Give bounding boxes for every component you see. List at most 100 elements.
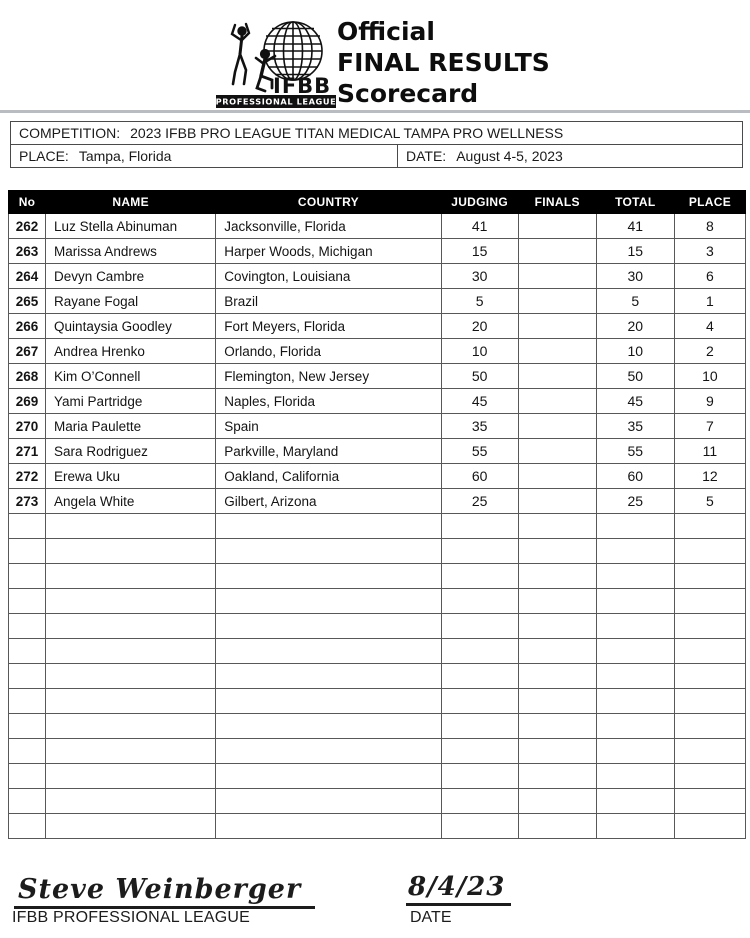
cell-name: Maria Paulette (45, 413, 217, 439)
table-row: 267 Andrea Hrenko Orlando, Florida 10 10 2 (7, 338, 747, 364)
empty-table-row (7, 538, 747, 564)
cell-name: Angela White (45, 488, 217, 514)
cell-name: Sara Rodriguez (45, 438, 217, 464)
cell-no (7, 638, 47, 664)
date-cell: DATE: August 4-5, 2023 (398, 145, 742, 167)
cell-total: 30 (595, 263, 675, 289)
cell-country (215, 588, 442, 614)
cell-country (215, 713, 442, 739)
cell-judging (440, 638, 519, 664)
col-header-name: NAME (45, 190, 217, 214)
col-header-place: PLACE (673, 190, 747, 214)
cell-total (595, 563, 675, 589)
cell-total: 60 (595, 463, 675, 489)
cell-place: 11 (673, 438, 747, 464)
empty-table-row (7, 813, 747, 839)
empty-table-row (7, 513, 747, 539)
signature-org-label: IFBB PROFESSIONAL LEAGUE (12, 909, 251, 926)
cell-judging: 30 (440, 263, 519, 289)
place-value: Tampa, Florida (78, 148, 172, 164)
cell-finals (517, 338, 597, 364)
cell-finals (517, 263, 597, 289)
table-row: 269 Yami Partridge Naples, Florida 45 45 9 (7, 388, 747, 414)
table-row: 273 Angela White Gilbert, Arizona 25 25 5 (7, 488, 747, 514)
cell-name (45, 563, 217, 589)
cell-no: 265 (7, 288, 47, 314)
cell-no: 269 (7, 388, 47, 414)
cell-country (215, 538, 442, 564)
cell-country (215, 688, 442, 714)
header-row: No NAME COUNTRY JUDGING FINALS TOTAL PLA… (7, 190, 747, 214)
cell-country (215, 738, 442, 764)
cell-finals (517, 238, 597, 264)
cell-total (595, 788, 675, 814)
cell-total (595, 688, 675, 714)
cell-no (7, 663, 47, 689)
cell-judging (440, 813, 519, 839)
cell-country: Gilbert, Arizona (215, 488, 442, 514)
cell-judging (440, 663, 519, 689)
cell-name (45, 663, 217, 689)
table-row: 272 Erewa Uku Oakland, California 60 60 12 (7, 463, 747, 489)
col-header-total: TOTAL (595, 190, 675, 214)
cell-no (7, 788, 47, 814)
signed-date-label: DATE (410, 909, 452, 926)
table-row: 265 Rayane Fogal Brazil 5 5 1 (7, 288, 747, 314)
empty-table-row (7, 638, 747, 664)
cell-place: 2 (673, 338, 747, 364)
cell-name (45, 513, 217, 539)
cell-place: 5 (673, 488, 747, 514)
table-row: 262 Luz Stella Abinuman Jacksonville, Flor… (7, 213, 747, 239)
cell-country: Flemington, New Jersey (215, 363, 442, 389)
empty-table-row (7, 588, 747, 614)
cell-judging: 15 (440, 238, 519, 264)
empty-table-row (7, 613, 747, 639)
cell-no: 266 (7, 313, 47, 339)
cell-name (45, 688, 217, 714)
cell-place (673, 563, 747, 589)
title-line-3: Scorecard (337, 79, 479, 108)
cell-no: 262 (7, 213, 47, 239)
cell-country (215, 638, 442, 664)
cell-finals (517, 713, 597, 739)
cell-place (673, 763, 747, 789)
table-row: 264 Devyn Cambre Covington, Louisiana 30 30 6 (7, 263, 747, 289)
cell-country (215, 663, 442, 689)
cell-finals (517, 513, 597, 539)
cell-name (45, 738, 217, 764)
date-value: August 4-5, 2023 (456, 148, 563, 164)
cell-total: 35 (595, 413, 675, 439)
cell-finals (517, 313, 597, 339)
empty-table-row (7, 663, 747, 689)
cell-name: Rayane Fogal (45, 288, 217, 314)
empty-table-row (7, 688, 747, 714)
cell-total: 5 (595, 288, 675, 314)
cell-place (673, 613, 747, 639)
ifbb-wordmark: IFBB (273, 74, 331, 98)
cell-judging (440, 763, 519, 789)
cell-finals (517, 463, 597, 489)
cell-finals (517, 763, 597, 789)
competition-cell: COMPETITION: 2023 IFBB PRO LEAGUE TITAN … (11, 122, 563, 144)
cell-finals (517, 438, 597, 464)
competition-label: COMPETITION: (19, 125, 121, 141)
cell-finals (517, 213, 597, 239)
cell-place: 7 (673, 413, 747, 439)
empty-table-row (7, 763, 747, 789)
results-table-body: 262 Luz Stella Abinuman Jacksonville, Flor… (7, 213, 747, 839)
cell-place: 4 (673, 313, 747, 339)
cell-judging: 10 (440, 338, 519, 364)
cell-finals (517, 488, 597, 514)
cell-judging: 25 (440, 488, 519, 514)
cell-finals (517, 388, 597, 414)
ifbb-logo: IFBB PROFESSIONAL LEAGUE (216, 21, 336, 108)
cell-country: Harper Woods, Michigan (215, 238, 442, 264)
cell-no (7, 563, 47, 589)
cell-no (7, 588, 47, 614)
cell-judging: 55 (440, 438, 519, 464)
cell-country: Jacksonville, Florida (215, 213, 442, 239)
cell-judging (440, 788, 519, 814)
cell-no (7, 613, 47, 639)
cell-judging: 5 (440, 288, 519, 314)
